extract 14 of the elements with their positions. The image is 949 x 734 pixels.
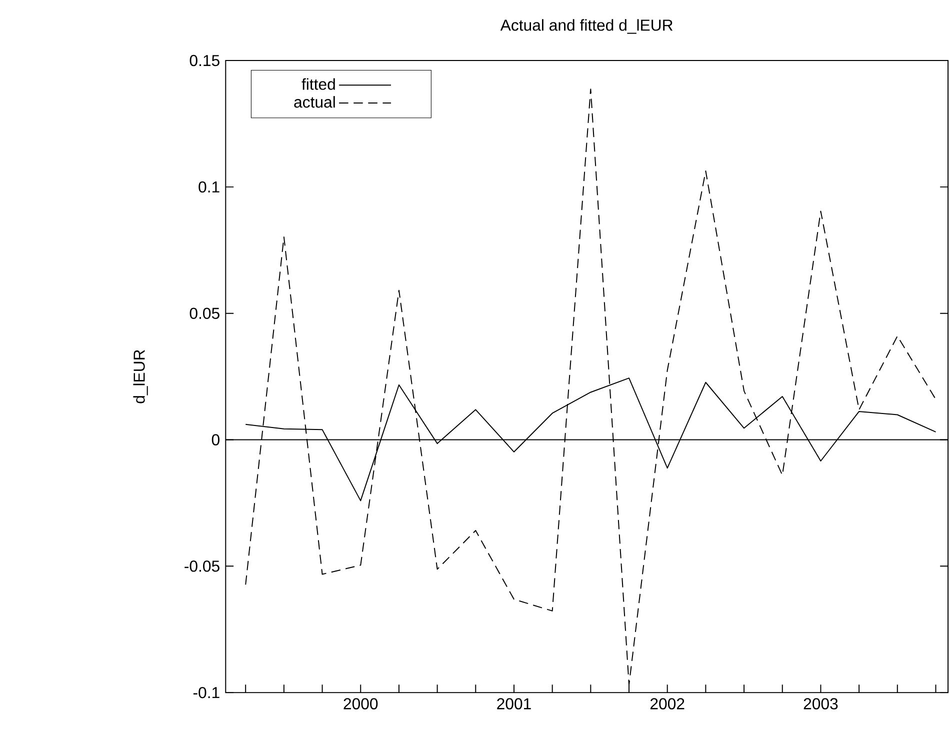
x-tick-label: 2002	[650, 698, 684, 710]
y-tick-label: 0.15	[190, 54, 220, 66]
y-tick-label: 0.1	[198, 181, 220, 192]
y-axis-title: d_lEUR	[133, 350, 148, 404]
y-tick-label: -0.1	[193, 686, 220, 698]
x-tick-label: 2000	[344, 698, 378, 710]
y-tick-label: 0	[212, 434, 220, 446]
y-tick-label: 0.05	[190, 308, 220, 319]
chart-title: Actual and fitted d_lEUR	[500, 19, 673, 34]
y-tick-label: -0.05	[184, 560, 220, 572]
legend-label: fitted	[302, 78, 335, 90]
x-tick-label: 2001	[497, 698, 531, 710]
legend-label: actual	[294, 96, 335, 108]
x-tick-label: 2003	[804, 698, 838, 710]
